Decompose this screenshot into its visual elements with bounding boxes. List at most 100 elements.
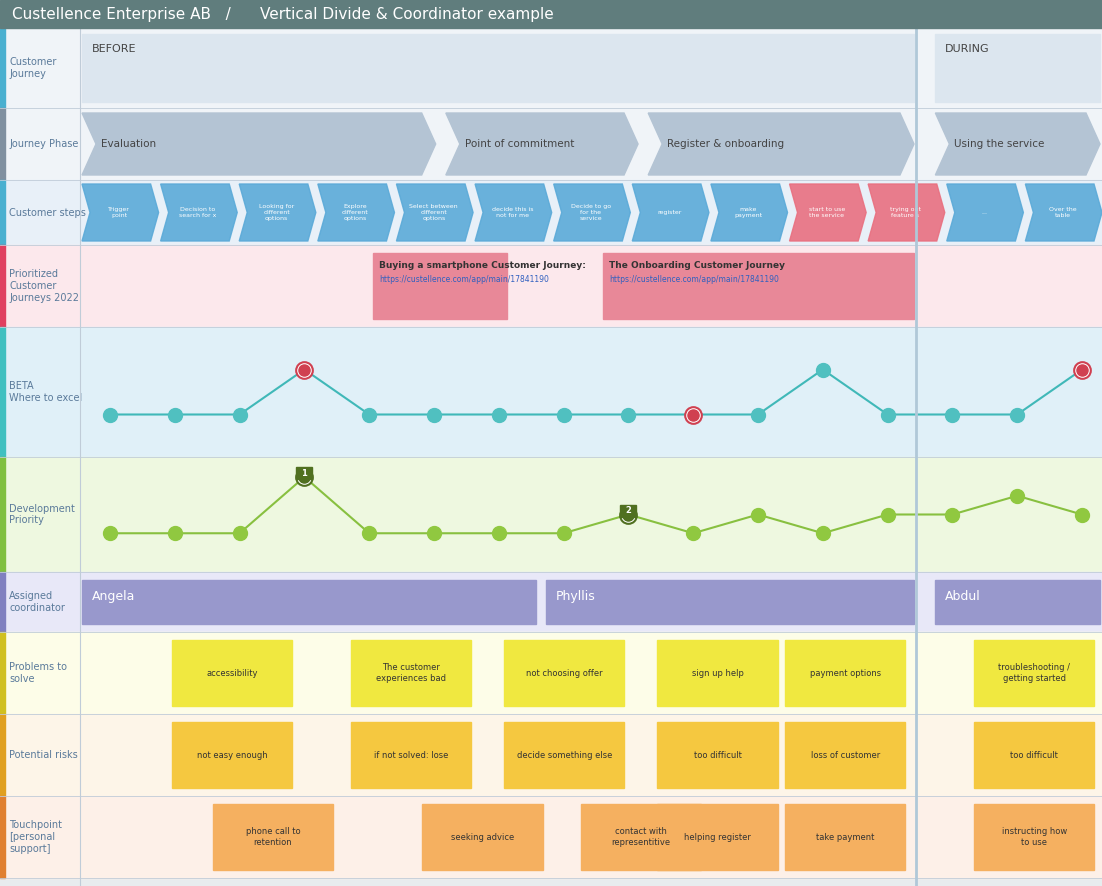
Text: decide this is
not for me: decide this is not for me [491,207,533,218]
Text: payment options: payment options [810,669,880,678]
Text: Customer steps: Customer steps [9,207,86,217]
Bar [936,580,1100,624]
Bar [603,253,914,319]
Bar [296,467,312,479]
Polygon shape [947,184,1024,241]
Text: Prioritized
Customer
Journeys 2022: Prioritized Customer Journeys 2022 [9,269,79,303]
Text: Development
Priority: Development Priority [9,504,75,525]
Text: The Onboarding Customer Journey: The Onboarding Customer Journey [609,261,786,270]
Bar [0,796,6,878]
Text: Trigger
point: Trigger point [108,207,130,218]
Text: BETA
Where to excel: BETA Where to excel [9,381,83,403]
Bar [0,457,80,572]
Text: start to use
the service: start to use the service [809,207,845,218]
Bar [350,722,471,788]
Bar [504,722,625,788]
Text: not choosing offer: not choosing offer [526,669,603,678]
Bar [80,457,1102,572]
Bar [0,28,80,108]
Text: Custellence Enterprise AB   /      Vertical Divide & Coordinator example: Custellence Enterprise AB / Vertical Div… [12,6,553,21]
Bar [80,714,1102,796]
Bar [658,640,778,706]
Text: if not solved: lose: if not solved: lose [374,750,449,759]
Bar [974,804,1094,870]
Bar [0,180,80,245]
Text: take payment: take payment [817,833,875,842]
Polygon shape [1025,184,1102,241]
Polygon shape [239,184,316,241]
Text: Phyllis: Phyllis [557,590,596,603]
Bar [0,327,80,457]
Bar [80,796,1102,878]
Text: Register & onboarding: Register & onboarding [667,139,785,149]
Bar [350,640,471,706]
Text: helping register: helping register [684,833,750,842]
Bar [0,245,80,327]
Bar [0,632,80,714]
Text: accessibility: accessibility [206,669,258,678]
Bar [80,572,1102,632]
Text: DURING: DURING [946,44,990,54]
Bar [974,640,1094,706]
Text: https://custellence.com/app/main/17841190: https://custellence.com/app/main/1784119… [379,275,549,284]
Bar [658,804,778,870]
Text: trying out
feature s: trying out feature s [890,207,921,218]
Text: seeking advice: seeking advice [451,833,515,842]
Polygon shape [475,184,552,241]
Bar [0,245,6,327]
Text: troubleshooting /
getting started: troubleshooting / getting started [998,664,1070,683]
Bar [786,804,906,870]
Text: Assigned
coordinator: Assigned coordinator [9,591,65,613]
Text: ...: ... [981,210,987,215]
Polygon shape [789,184,866,241]
Bar [581,804,701,870]
Bar [620,504,636,517]
Bar [0,180,6,245]
Polygon shape [633,184,709,241]
Text: The customer
experiences bad: The customer experiences bad [376,664,446,683]
Text: loss of customer: loss of customer [811,750,879,759]
Bar [0,457,6,572]
Bar [0,0,1102,28]
Bar [172,722,292,788]
Bar [80,28,1102,108]
Bar [0,796,80,878]
Bar [658,722,778,788]
Text: too difficult: too difficult [693,750,742,759]
Bar [545,580,914,624]
Polygon shape [397,184,473,241]
Text: Abdul: Abdul [946,590,981,603]
Bar [936,34,1100,102]
Polygon shape [161,184,237,241]
Bar [82,580,536,624]
Bar [80,245,1102,327]
Bar [172,640,292,706]
Bar [504,640,625,706]
Text: make
payment: make payment [734,207,763,218]
Text: Explore
different
options: Explore different options [342,204,368,221]
Bar [80,327,1102,457]
Text: too difficult: too difficult [1011,750,1058,759]
Text: Decide to go
for the
service: Decide to go for the service [571,204,612,221]
Bar [0,108,6,180]
Bar [80,108,1102,180]
Polygon shape [82,184,159,241]
Text: sign up help: sign up help [692,669,744,678]
Bar [0,714,6,796]
Text: not easy enough: not easy enough [197,750,268,759]
Bar [422,804,542,870]
Text: BEFORE: BEFORE [91,44,137,54]
Text: Buying a smartphone Customer Journey:: Buying a smartphone Customer Journey: [379,261,586,270]
Text: Angela: Angela [91,590,136,603]
Polygon shape [317,184,395,241]
Bar [374,253,507,319]
Bar [0,327,6,457]
Bar [0,572,80,632]
Text: 1: 1 [302,469,307,478]
Bar [0,572,6,632]
Polygon shape [868,184,944,241]
Bar [0,108,80,180]
Text: phone call to
retention: phone call to retention [246,828,300,847]
Text: Point of commitment: Point of commitment [465,139,574,149]
Text: Potential risks: Potential risks [9,750,78,760]
